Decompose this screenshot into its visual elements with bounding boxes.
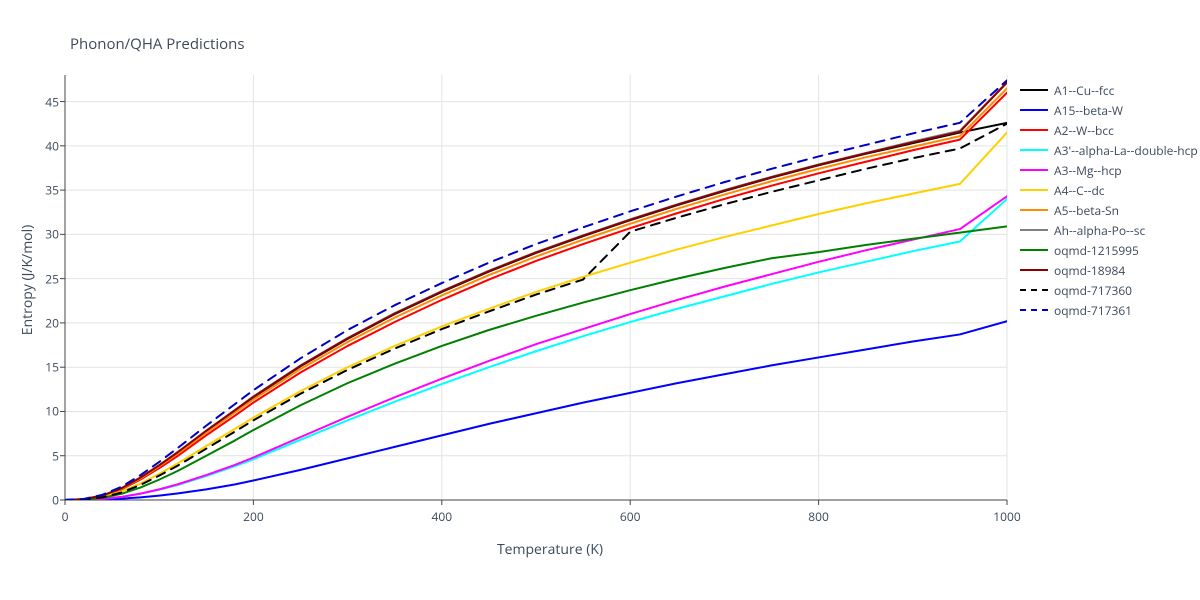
- x-tick-label: 400: [432, 508, 453, 525]
- legend-swatch: [1020, 209, 1048, 211]
- legend-item[interactable]: Ah--alpha-Po--sc: [1020, 220, 1198, 240]
- legend-label: oqmd-717361: [1054, 302, 1132, 319]
- y-tick-label: 30: [37, 226, 59, 243]
- x-tick-label: 600: [620, 508, 641, 525]
- legend-item[interactable]: oqmd-18984: [1020, 260, 1198, 280]
- y-tick-label: 5: [37, 447, 59, 464]
- legend-label: oqmd-18984: [1054, 262, 1125, 279]
- legend-swatch: [1020, 149, 1048, 151]
- legend-swatch: [1020, 229, 1048, 231]
- legend-item[interactable]: A3'--alpha-La--double-hcp: [1020, 140, 1198, 160]
- series-line[interactable]: [65, 124, 1007, 500]
- legend-swatch: [1020, 309, 1048, 311]
- x-tick-label: 200: [243, 508, 264, 525]
- series-line[interactable]: [65, 80, 1007, 500]
- y-tick-label: 0: [37, 492, 59, 509]
- legend-swatch: [1020, 289, 1048, 291]
- legend-item[interactable]: A1--Cu--fcc: [1020, 80, 1198, 100]
- y-tick-label: 20: [37, 314, 59, 331]
- legend-item[interactable]: oqmd-717360: [1020, 280, 1198, 300]
- legend-item[interactable]: A2--W--bcc: [1020, 120, 1198, 140]
- legend-item[interactable]: A15--beta-W: [1020, 100, 1198, 120]
- y-tick-label: 25: [37, 270, 59, 287]
- legend-item[interactable]: oqmd-717361: [1020, 300, 1198, 320]
- legend-label: A2--W--bcc: [1054, 122, 1114, 139]
- legend-item[interactable]: A5--beta-Sn: [1020, 200, 1198, 220]
- legend-swatch: [1020, 169, 1048, 171]
- legend-label: oqmd-1215995: [1054, 242, 1139, 259]
- x-tick-label: 0: [62, 508, 69, 525]
- series-line[interactable]: [65, 226, 1007, 500]
- legend-label: A15--beta-W: [1054, 102, 1123, 119]
- legend-label: A4--C--dc: [1054, 182, 1105, 199]
- legend-label: A5--beta-Sn: [1054, 202, 1119, 219]
- legend-swatch: [1020, 249, 1048, 251]
- series-line[interactable]: [65, 321, 1007, 500]
- x-tick-label: 1000: [993, 508, 1020, 525]
- y-tick-label: 40: [37, 137, 59, 154]
- legend-label: Ah--alpha-Po--sc: [1054, 222, 1145, 239]
- legend-label: A1--Cu--fcc: [1054, 82, 1114, 99]
- x-tick-label: 800: [808, 508, 829, 525]
- chart-container: { "title": "Phonon/QHA Predictions", "ti…: [0, 0, 1200, 600]
- legend-swatch: [1020, 269, 1048, 271]
- legend-swatch: [1020, 89, 1048, 91]
- series-line[interactable]: [65, 123, 1007, 500]
- series-line[interactable]: [65, 196, 1007, 500]
- legend-swatch: [1020, 129, 1048, 131]
- y-tick-label: 15: [37, 359, 59, 376]
- legend-swatch: [1020, 109, 1048, 111]
- legend-swatch: [1020, 189, 1048, 191]
- y-tick-label: 35: [37, 182, 59, 199]
- legend: A1--Cu--fcc A15--beta-W A2--W--bcc A3'--alp…: [1020, 80, 1198, 320]
- legend-item[interactable]: A4--C--dc: [1020, 180, 1198, 200]
- legend-label: A3'--alpha-La--double-hcp: [1054, 142, 1198, 159]
- legend-item[interactable]: oqmd-1215995: [1020, 240, 1198, 260]
- legend-item[interactable]: A3--Mg--hcp: [1020, 160, 1198, 180]
- legend-label: A3--Mg--hcp: [1054, 162, 1122, 179]
- y-tick-label: 45: [37, 93, 59, 110]
- legend-label: oqmd-717360: [1054, 282, 1132, 299]
- y-tick-label: 10: [37, 403, 59, 420]
